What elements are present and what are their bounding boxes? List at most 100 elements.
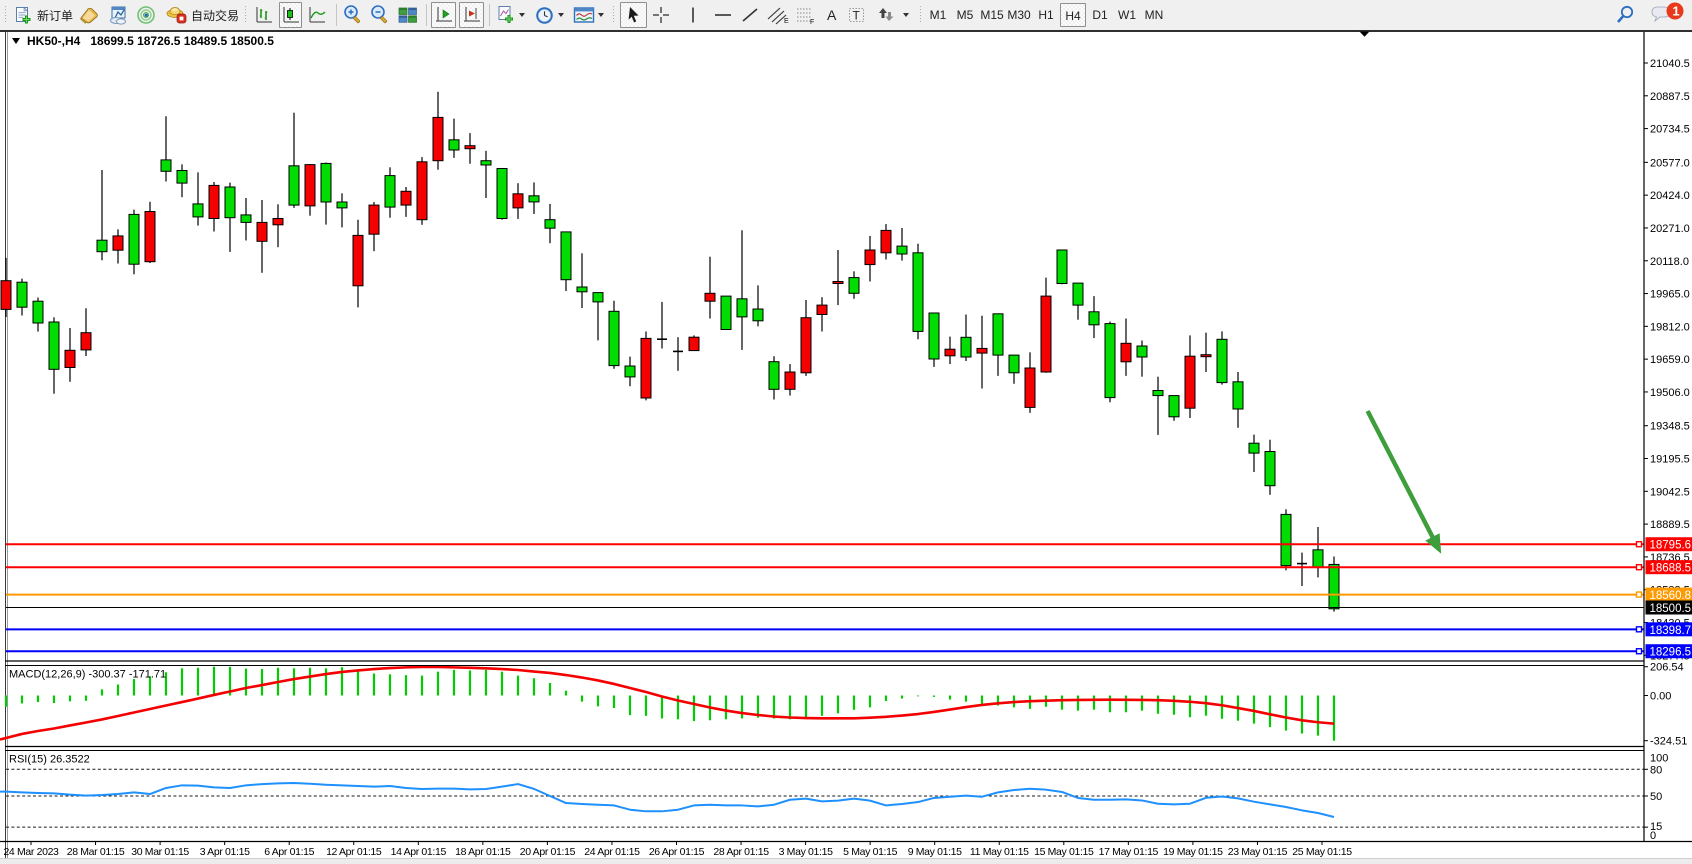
candle-body-up[interactable] [448,139,460,151]
candle-body-down[interactable] [400,190,412,206]
periods-button[interactable] [534,2,564,28]
candle-body-down[interactable] [512,193,524,209]
candle-body-up[interactable] [928,312,940,360]
candle-body-up[interactable] [336,201,348,209]
chart-collapse-caret[interactable] [12,38,20,44]
candle-body-down[interactable] [688,336,700,352]
candle-body-up[interactable] [1056,249,1068,284]
candle-body-up[interactable] [496,167,508,220]
strategy-sonar-button[interactable] [136,2,156,28]
crosshair-button[interactable] [651,2,671,28]
candle-body-down[interactable] [880,229,892,254]
candle-body-up[interactable] [1136,345,1148,358]
timeframe-w1[interactable]: W1 [1118,8,1136,22]
auto-scroll-button[interactable] [431,2,456,28]
fibonacci-button[interactable]: F [795,2,817,28]
candle-body-up[interactable] [192,203,204,218]
toolbar-grip[interactable] [612,6,615,24]
candle-body-up[interactable] [1072,282,1084,306]
candle-body-up[interactable] [1232,381,1244,410]
candle-body-down[interactable] [208,184,220,220]
text-button[interactable]: A [823,2,841,28]
candle-body-down[interactable] [944,348,956,357]
candle-body-up[interactable] [848,277,860,294]
candle-body-up[interactable] [592,292,604,303]
timeframe-m30[interactable]: M30 [1007,8,1031,22]
candle-body-up[interactable] [1280,513,1292,567]
candle-body-down[interactable] [464,145,476,150]
timeframe-d1[interactable]: D1 [1092,8,1108,22]
candle-body-down[interactable] [864,249,876,266]
candle-body-up[interactable] [1248,442,1260,454]
cursor-button[interactable] [620,2,647,28]
text-label-button[interactable]: T [847,2,867,28]
equidistant-channel-button[interactable]: E [766,2,790,28]
search-button[interactable] [1612,2,1638,28]
candle-body-up[interactable] [128,213,140,265]
candle-body-down[interactable] [80,332,92,351]
candle-body-down[interactable] [704,292,716,302]
candle-body-down[interactable] [832,281,844,284]
candle-body-up[interactable] [176,170,188,184]
candlestick-chart-button[interactable] [279,2,302,28]
hline-handle[interactable] [1635,563,1643,571]
candle-body-up[interactable] [32,300,44,324]
timeframe-m5[interactable]: M5 [956,8,974,22]
hline-handle[interactable] [1635,591,1643,598]
candle-body-down[interactable] [640,337,652,399]
horizontal-line-button[interactable] [712,2,734,28]
candle-body-down[interactable] [0,280,12,310]
toolbar-grip[interactable] [919,6,922,24]
candle-body-up[interactable] [752,308,764,322]
candle-body-up[interactable] [384,175,396,208]
candle-body-down[interactable] [272,218,284,226]
candle-body-down[interactable] [352,234,364,287]
candle-body-up[interactable] [224,186,236,219]
candle-body-down[interactable] [1200,354,1212,358]
arrow-object-head[interactable] [1425,533,1442,554]
candle-body-down[interactable] [304,164,316,207]
candle-body-down[interactable] [784,371,796,390]
timeframe-mn[interactable]: MN [1144,8,1164,22]
candle-body-up[interactable] [1152,390,1164,397]
candle-body-up[interactable] [560,231,572,281]
candle-body-up[interactable] [768,361,780,390]
candle-body-down[interactable] [1040,295,1052,373]
market-watch-button[interactable] [78,2,100,28]
candle-body-down[interactable] [256,221,268,242]
candle-body-up[interactable] [160,159,172,172]
candle-body-down[interactable] [432,116,444,162]
hline-handle[interactable] [1635,541,1643,548]
candle-body-up[interactable] [1008,354,1020,374]
candle-body-up[interactable] [240,214,252,223]
candle-body-up[interactable] [576,286,588,293]
candle-body-down[interactable] [368,204,380,235]
bar-chart-button[interactable] [254,2,274,28]
toolbar-grip[interactable] [4,6,7,24]
timeframe-h4[interactable]: H4 [1060,3,1086,27]
candle-body-up[interactable] [1312,549,1324,568]
candle-body-up[interactable] [528,195,540,203]
candle-body-up[interactable] [96,239,108,253]
candle-body-up[interactable] [912,252,924,332]
candle-body-up[interactable] [16,281,28,308]
candle-body-up[interactable] [1104,323,1116,399]
candle-body-up[interactable] [1168,395,1180,418]
candle-body-up[interactable] [720,295,732,331]
arrows-button[interactable] [876,2,909,28]
candle-body-up[interactable] [1264,450,1276,487]
candle-body-down[interactable] [800,317,812,374]
candle-body-up[interactable] [1216,338,1228,384]
toolbar-grip[interactable] [244,6,247,24]
candle-body-down[interactable] [64,349,76,369]
tile-windows-button[interactable] [397,2,418,28]
autotrading-button[interactable]: 自动交易 [163,2,241,28]
trendline-button[interactable] [740,2,760,28]
data-window-button[interactable] [108,2,129,28]
candle-body-down[interactable] [1184,355,1196,409]
new-order-button[interactable]: 新订单 [12,2,75,28]
zoom-out-button[interactable] [369,2,391,28]
chart-shift-button[interactable] [459,2,484,28]
candle-body-up[interactable] [1088,311,1100,326]
candle-body-up[interactable] [960,336,972,358]
